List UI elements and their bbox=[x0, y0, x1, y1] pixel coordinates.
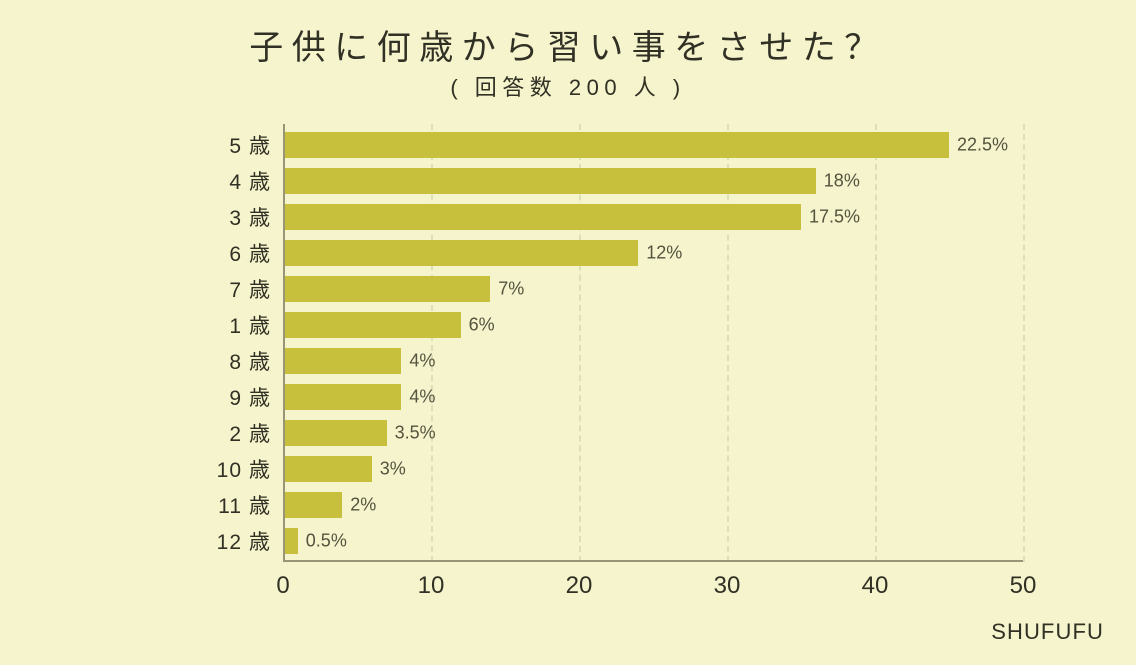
y-category-label: 8 歳 bbox=[229, 346, 271, 376]
y-category-label: 6 歳 bbox=[229, 238, 271, 268]
bar-value-label: 17.5% bbox=[809, 207, 860, 228]
bar bbox=[285, 384, 401, 410]
brand-label: SHUFUFU bbox=[991, 619, 1104, 645]
bar bbox=[285, 312, 461, 338]
y-category-label: 1 歳 bbox=[229, 310, 271, 340]
y-category-label: 10 歳 bbox=[217, 454, 271, 484]
chart-title: 子供に何歳から習い事をさせた？ bbox=[0, 20, 1136, 69]
grid-line bbox=[875, 124, 877, 562]
bar-value-label: 4% bbox=[409, 351, 435, 372]
bar-value-label: 2% bbox=[350, 495, 376, 516]
x-tick-label: 50 bbox=[1010, 572, 1037, 600]
chart-canvas: 子供に何歳から習い事をさせた？ ( 回答数 200 人 ) 0 10 20 30 40 5… bbox=[0, 0, 1136, 665]
bar bbox=[285, 168, 816, 194]
bar bbox=[285, 456, 372, 482]
grid-line bbox=[1023, 124, 1025, 562]
x-tick-label: 30 bbox=[714, 572, 741, 600]
y-category-label: 5 歳 bbox=[229, 130, 271, 160]
bar bbox=[285, 420, 387, 446]
bar-value-label: 0.5% bbox=[306, 531, 347, 552]
x-axis bbox=[283, 560, 1023, 562]
y-category-label: 11 歳 bbox=[218, 490, 271, 520]
bar bbox=[285, 528, 298, 554]
y-category-label: 9 歳 bbox=[229, 382, 271, 412]
bar-value-label: 6% bbox=[469, 315, 495, 336]
chart-subtitle: ( 回答数 200 人 ) bbox=[0, 70, 1136, 102]
bar-value-label: 18% bbox=[824, 171, 860, 192]
y-category-label: 3 歳 bbox=[229, 202, 271, 232]
y-category-label: 7 歳 bbox=[229, 274, 271, 304]
bar-value-label: 7% bbox=[498, 279, 524, 300]
y-category-label: 2 歳 bbox=[229, 418, 271, 448]
bar-value-label: 3.5% bbox=[395, 423, 436, 444]
plot-area: 0102030405022.5%18%17.5%12%7%6%4%4%3.5%3… bbox=[283, 124, 1023, 562]
bar bbox=[285, 348, 401, 374]
bar-value-label: 12% bbox=[646, 243, 682, 264]
bar bbox=[285, 204, 801, 230]
x-tick-label: 10 bbox=[418, 572, 445, 600]
bar bbox=[285, 276, 490, 302]
bar-value-label: 4% bbox=[409, 387, 435, 408]
x-tick-label: 20 bbox=[566, 572, 593, 600]
bar-value-label: 3% bbox=[380, 459, 406, 480]
bar bbox=[285, 132, 949, 158]
bar bbox=[285, 240, 638, 266]
x-tick-label: 0 bbox=[276, 572, 289, 600]
bar bbox=[285, 492, 342, 518]
bar-value-label: 22.5% bbox=[957, 135, 1008, 156]
y-category-label: 4 歳 bbox=[229, 166, 271, 196]
y-category-label: 12 歳 bbox=[217, 526, 271, 556]
x-tick-label: 40 bbox=[862, 572, 889, 600]
